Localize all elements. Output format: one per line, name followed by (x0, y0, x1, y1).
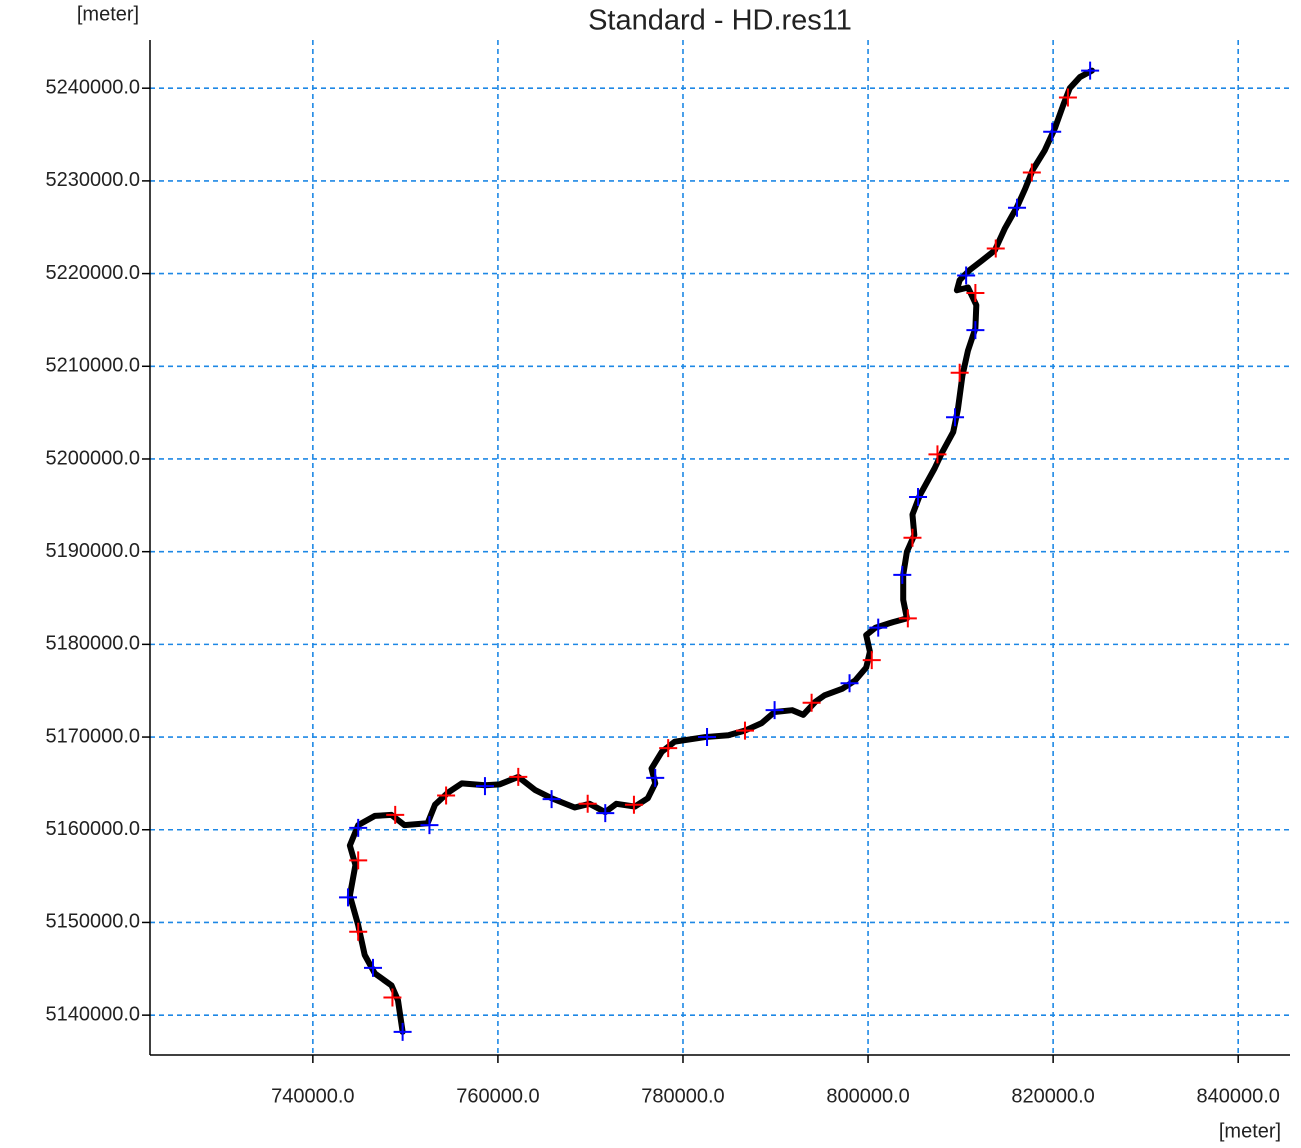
cross-marker (909, 487, 928, 506)
y-tick-label: 5160000.0 (45, 818, 140, 840)
cross-marker (946, 408, 965, 427)
cross-marker (624, 795, 643, 814)
cross-marker (659, 739, 678, 758)
y-tick-label: 5170000.0 (45, 725, 140, 747)
cross-marker (349, 818, 368, 837)
cross-marker (765, 701, 784, 720)
y-tick-label: 5190000.0 (45, 540, 140, 562)
y-tick-label: 5200000.0 (45, 447, 140, 469)
cross-marker (578, 794, 597, 813)
cross-marker (898, 609, 917, 628)
grid (150, 40, 1290, 1055)
cross-marker (802, 693, 821, 712)
x-tick-label: 820000.0 (1011, 1085, 1094, 1107)
cross-marker (596, 804, 615, 823)
cross-marker (1008, 198, 1027, 217)
cross-marker (475, 777, 494, 796)
cross-marker (364, 958, 383, 977)
cross-marker (840, 674, 859, 693)
y-tick-label: 5230000.0 (45, 169, 140, 191)
x-tick-label: 800000.0 (826, 1085, 909, 1107)
cross-marker (862, 651, 881, 670)
cross-marker (950, 363, 969, 382)
cross-marker (420, 816, 439, 835)
cross-marker (966, 284, 985, 303)
y-tick-label: 5240000.0 (45, 76, 140, 98)
cross-marker (698, 728, 717, 747)
x-tick-label: 780000.0 (641, 1085, 724, 1107)
cross-marker (349, 922, 368, 941)
x-tick-label: 740000.0 (271, 1085, 354, 1107)
cross-marker (542, 790, 561, 809)
cross-marker (966, 321, 985, 340)
cross-marker (1081, 61, 1100, 80)
cross-marker (437, 786, 456, 805)
cross-marker (509, 767, 528, 786)
cross-marker (869, 618, 888, 637)
x-tick-label: 760000.0 (456, 1085, 539, 1107)
chart-title: Standard - HD.res11 (588, 5, 852, 37)
cross-marker (928, 445, 947, 464)
y-tick-label: 5210000.0 (45, 355, 140, 377)
cross-marker (1058, 88, 1077, 107)
cross-marker (393, 1022, 412, 1041)
cross-marker (735, 721, 754, 740)
x-tick-label: 840000.0 (1196, 1085, 1279, 1107)
cross-marker (986, 239, 1005, 258)
cross-marker (339, 888, 358, 907)
cross-marker (957, 266, 976, 285)
y-axis-label: [meter] (77, 3, 139, 25)
x-axis-label: [meter] (1219, 1120, 1281, 1142)
cross-marker (349, 851, 368, 870)
cross-marker (1022, 163, 1041, 182)
cross-marker (893, 565, 912, 584)
cross-marker (903, 528, 922, 547)
cross-marker (646, 768, 665, 787)
y-tick-label: 5140000.0 (45, 1003, 140, 1025)
plot-marks (339, 61, 1100, 1041)
axes: 5140000.0 5150000.0 5160000.0 5170000.0 5180… (45, 40, 1290, 1107)
cross-marker (386, 805, 405, 824)
y-tick-label: 5220000.0 (45, 262, 140, 284)
y-tick-label: 5150000.0 (45, 911, 140, 933)
cross-marker (1043, 122, 1062, 141)
y-tick-label: 5180000.0 (45, 633, 140, 655)
cross-marker (383, 988, 402, 1007)
